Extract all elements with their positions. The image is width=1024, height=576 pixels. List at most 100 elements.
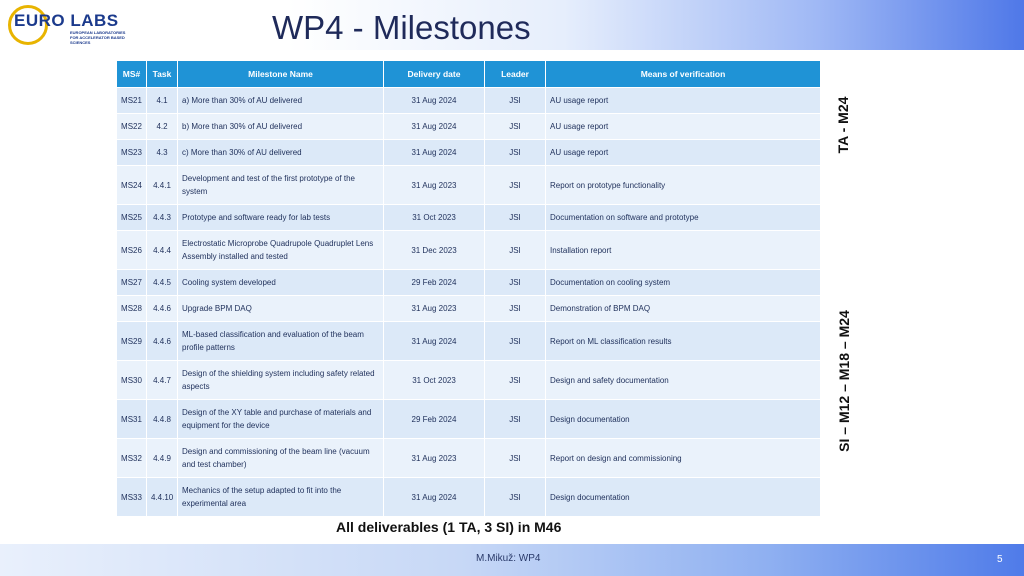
cell-task: 4.4.8 bbox=[146, 399, 178, 439]
logo-text: EURO LABS bbox=[14, 11, 119, 30]
cell-ms: MS30 bbox=[116, 360, 147, 400]
table-row: MS32 4.4.9 Design and commissioning of t… bbox=[116, 438, 821, 478]
cell-verification: Demonstration of BPM DAQ bbox=[545, 295, 821, 322]
cell-milestone-name: Prototype and software ready for lab tes… bbox=[177, 204, 384, 231]
cell-delivery-date: 31 Aug 2024 bbox=[383, 87, 485, 114]
cell-ms: MS31 bbox=[116, 399, 147, 439]
cell-milestone-name: a) More than 30% of AU delivered bbox=[177, 87, 384, 114]
cell-verification: Report on design and commissioning bbox=[545, 438, 821, 478]
table-row: MS25 4.4.3 Prototype and software ready … bbox=[116, 204, 821, 231]
cell-verification: AU usage report bbox=[545, 113, 821, 140]
cell-verification: Design documentation bbox=[545, 399, 821, 439]
cell-ms: MS21 bbox=[116, 87, 147, 114]
cell-leader: JSI bbox=[484, 321, 546, 361]
cell-ms: MS25 bbox=[116, 204, 147, 231]
milestones-table: MS# Task Milestone Name Delivery date Le… bbox=[116, 60, 821, 517]
cell-milestone-name: Cooling system developed bbox=[177, 269, 384, 296]
cell-task: 4.4.3 bbox=[146, 204, 178, 231]
table-row: MS27 4.4.5 Cooling system developed 29 F… bbox=[116, 269, 821, 296]
cell-task: 4.4.6 bbox=[146, 295, 178, 322]
cell-task: 4.1 bbox=[146, 87, 178, 114]
milestones-table-wrapper: MS# Task Milestone Name Delivery date Le… bbox=[116, 60, 821, 517]
column-header-ms: MS# bbox=[116, 60, 147, 88]
cell-verification: Documentation on software and prototype bbox=[545, 204, 821, 231]
cell-delivery-date: 31 Aug 2023 bbox=[383, 438, 485, 478]
cell-verification: Installation report bbox=[545, 230, 821, 270]
table-header-row: MS# Task Milestone Name Delivery date Le… bbox=[116, 60, 821, 88]
cell-leader: JSI bbox=[484, 113, 546, 140]
cell-leader: JSI bbox=[484, 295, 546, 322]
cell-milestone-name: ML-based classification and evaluation o… bbox=[177, 321, 384, 361]
table-row: MS31 4.4.8 Design of the XY table and pu… bbox=[116, 399, 821, 439]
column-header-verification: Means of verification bbox=[545, 60, 821, 88]
cell-ms: MS24 bbox=[116, 165, 147, 205]
eurolabs-logo: EURO LABS EUROPEAN LABORATORIES FOR ACCE… bbox=[6, 3, 126, 47]
header-bar: EURO LABS EUROPEAN LABORATORIES FOR ACCE… bbox=[0, 0, 1024, 50]
cell-milestone-name: Design of the XY table and purchase of m… bbox=[177, 399, 384, 439]
cell-task: 4.2 bbox=[146, 113, 178, 140]
cell-leader: JSI bbox=[484, 477, 546, 517]
cell-leader: JSI bbox=[484, 165, 546, 205]
cell-milestone-name: Electrostatic Microprobe Quadrupole Quad… bbox=[177, 230, 384, 270]
cell-leader: JSI bbox=[484, 204, 546, 231]
footer-author: M.Mikuž: WP4 bbox=[476, 553, 541, 564]
cell-ms: MS22 bbox=[116, 113, 147, 140]
side-label-si: SI – M12 – M18 – M24 bbox=[836, 310, 852, 452]
cell-leader: JSI bbox=[484, 360, 546, 400]
cell-ms: MS27 bbox=[116, 269, 147, 296]
cell-task: 4.4.10 bbox=[146, 477, 178, 517]
cell-delivery-date: 31 Aug 2024 bbox=[383, 113, 485, 140]
cell-milestone-name: b) More than 30% of AU delivered bbox=[177, 113, 384, 140]
slide-title: WP4 - Milestones bbox=[272, 9, 531, 46]
cell-leader: JSI bbox=[484, 399, 546, 439]
table-row: MS22 4.2 b) More than 30% of AU delivere… bbox=[116, 113, 821, 140]
table-row: MS29 4.4.6 ML-based classification and e… bbox=[116, 321, 821, 361]
logo-subtitle: EUROPEAN LABORATORIES FOR ACCELERATOR BA… bbox=[70, 30, 126, 45]
cell-delivery-date: 29 Feb 2024 bbox=[383, 269, 485, 296]
cell-task: 4.4.6 bbox=[146, 321, 178, 361]
cell-milestone-name: c) More than 30% of AU delivered bbox=[177, 139, 384, 166]
cell-leader: JSI bbox=[484, 87, 546, 114]
cell-delivery-date: 31 Oct 2023 bbox=[383, 204, 485, 231]
cell-delivery-date: 31 Oct 2023 bbox=[383, 360, 485, 400]
cell-ms: MS28 bbox=[116, 295, 147, 322]
cell-delivery-date: 31 Aug 2024 bbox=[383, 477, 485, 517]
table-row: MS26 4.4.4 Electrostatic Microprobe Quad… bbox=[116, 230, 821, 270]
cell-delivery-date: 31 Aug 2024 bbox=[383, 321, 485, 361]
cell-milestone-name: Design and commissioning of the beam lin… bbox=[177, 438, 384, 478]
cell-ms: MS29 bbox=[116, 321, 147, 361]
side-label-ta: TA - M24 bbox=[835, 96, 851, 154]
cell-verification: AU usage report bbox=[545, 87, 821, 114]
cell-milestone-name: Upgrade BPM DAQ bbox=[177, 295, 384, 322]
cell-verification: Documentation on cooling system bbox=[545, 269, 821, 296]
cell-ms: MS32 bbox=[116, 438, 147, 478]
cell-delivery-date: 31 Aug 2023 bbox=[383, 295, 485, 322]
cell-task: 4.4.5 bbox=[146, 269, 178, 296]
table-row: MS30 4.4.7 Design of the shielding syste… bbox=[116, 360, 821, 400]
table-row: MS23 4.3 c) More than 30% of AU delivere… bbox=[116, 139, 821, 166]
cell-task: 4.4.4 bbox=[146, 230, 178, 270]
cell-verification: Report on prototype functionality bbox=[545, 165, 821, 205]
column-header-task: Task bbox=[146, 60, 178, 88]
table-row: MS33 4.4.10 Mechanics of the setup adapt… bbox=[116, 477, 821, 517]
cell-verification: Report on ML classification results bbox=[545, 321, 821, 361]
column-header-milestone-name: Milestone Name bbox=[177, 60, 384, 88]
cell-task: 4.4.1 bbox=[146, 165, 178, 205]
table-row: MS21 4.1 a) More than 30% of AU delivere… bbox=[116, 87, 821, 114]
page-number: 5 bbox=[997, 554, 1003, 565]
column-header-delivery-date: Delivery date bbox=[383, 60, 485, 88]
footnote: All deliverables (1 TA, 3 SI) in M46 bbox=[336, 519, 562, 535]
cell-task: 4.3 bbox=[146, 139, 178, 166]
cell-leader: JSI bbox=[484, 230, 546, 270]
cell-leader: JSI bbox=[484, 139, 546, 166]
cell-milestone-name: Development and test of the first protot… bbox=[177, 165, 384, 205]
cell-verification: Design documentation bbox=[545, 477, 821, 517]
cell-verification: AU usage report bbox=[545, 139, 821, 166]
cell-ms: MS26 bbox=[116, 230, 147, 270]
cell-milestone-name: Design of the shielding system including… bbox=[177, 360, 384, 400]
table-row: MS28 4.4.6 Upgrade BPM DAQ 31 Aug 2023 J… bbox=[116, 295, 821, 322]
cell-delivery-date: 31 Aug 2023 bbox=[383, 165, 485, 205]
cell-task: 4.4.9 bbox=[146, 438, 178, 478]
cell-delivery-date: 29 Feb 2024 bbox=[383, 399, 485, 439]
cell-leader: JSI bbox=[484, 438, 546, 478]
